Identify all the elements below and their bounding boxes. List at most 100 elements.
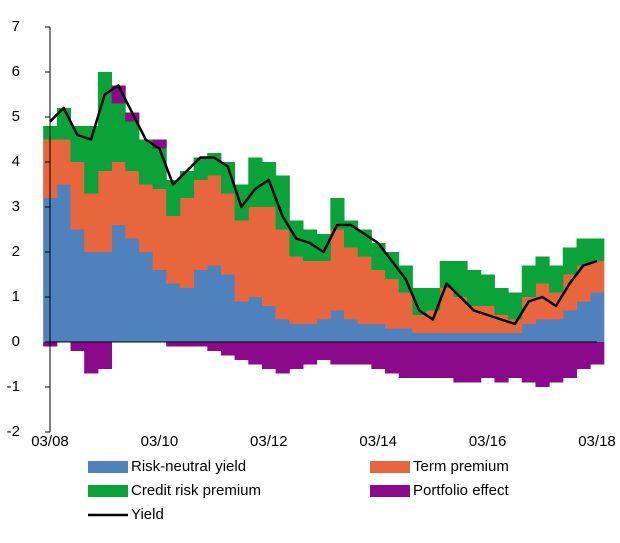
bar-segment (179, 198, 195, 288)
bar-segment (590, 261, 605, 293)
bar-segment (330, 310, 345, 342)
bar-segment (152, 139, 167, 149)
x-tick-label: 03/14 (359, 433, 397, 450)
legend-swatch (370, 461, 410, 473)
y-tick-label: -2 (7, 423, 20, 440)
bar-segment (84, 193, 99, 252)
bar-segment (111, 103, 126, 162)
bar-segment (426, 310, 441, 333)
legend-label: Risk-neutral yield (131, 458, 246, 475)
bar-segment (357, 256, 372, 324)
bar-segment (193, 270, 208, 342)
bar-segment (576, 265, 591, 302)
bar-segment (316, 342, 331, 360)
bar-segment (576, 342, 591, 369)
bar-segment (439, 333, 454, 342)
bar-segment (535, 283, 550, 320)
bar-segment (56, 184, 72, 342)
bar-segment (439, 342, 454, 378)
bar-segment (344, 319, 359, 342)
bar-segment (97, 252, 113, 342)
bar-segment (275, 319, 290, 342)
bar-segment (467, 342, 482, 383)
bar-segment (562, 274, 577, 311)
bar-segment (385, 342, 400, 374)
bar-segment (330, 342, 345, 365)
bar-segment (248, 297, 263, 342)
bar-segment (289, 256, 304, 324)
bar-segment (357, 324, 372, 342)
bar-segment (234, 220, 249, 302)
y-tick-label: 0 (12, 333, 20, 350)
y-tick-label: 6 (12, 63, 20, 80)
bar-segment (412, 315, 427, 333)
bar-segment (494, 288, 509, 315)
bar-segment (480, 306, 495, 333)
bar-segment (261, 162, 277, 207)
bar-segment (426, 342, 441, 378)
legend-label: Term premium (413, 458, 509, 475)
y-tick-label: 3 (12, 198, 20, 215)
bar-segment (590, 342, 605, 365)
bar-segment (220, 193, 236, 275)
bar-segment (248, 207, 263, 297)
x-tick-label: 03/16 (469, 433, 507, 450)
bar-segment (521, 297, 536, 324)
bar-segment (316, 319, 331, 342)
y-tick-label: 7 (12, 18, 20, 35)
bar-segment (398, 328, 413, 342)
bar-segment (330, 229, 345, 311)
bar-segment (385, 279, 400, 329)
bar-segment (207, 342, 222, 351)
bar-segment (508, 333, 523, 342)
bar-segment (494, 342, 509, 383)
bar-segment (166, 283, 181, 342)
bar-segment (248, 342, 263, 365)
bar-segment (590, 292, 605, 342)
bar-segment (125, 238, 140, 342)
bar-segment (371, 342, 386, 369)
bar-segment (330, 198, 345, 230)
bar-segment (508, 292, 523, 320)
bar-segment (453, 342, 468, 383)
bar-segment (535, 256, 550, 284)
bar-segment (84, 126, 99, 194)
bar-segment (179, 171, 195, 198)
bar-segment (248, 157, 263, 207)
bar-segment (302, 261, 318, 324)
bar-segment (549, 319, 564, 342)
bar-segment (521, 342, 536, 383)
bar-segment (70, 342, 85, 351)
bar-segment (521, 265, 536, 297)
bar-segment (207, 175, 222, 266)
bar-segment (316, 261, 331, 320)
bar-segment (412, 333, 427, 342)
bar-segment (220, 342, 236, 356)
bar-segment (480, 342, 495, 378)
bar-segment (398, 292, 413, 329)
bar-segment (261, 207, 277, 306)
y-tick-label: 4 (12, 153, 20, 170)
bar-segment (111, 225, 126, 342)
x-tick-label: 03/10 (141, 433, 179, 450)
bar-segment (261, 342, 277, 369)
bar-segment (111, 162, 126, 225)
bar-segment (275, 175, 290, 230)
bar-segment (357, 342, 372, 365)
bar-segment (84, 342, 99, 374)
x-tick-label: 03/12 (250, 433, 288, 450)
bar-segment (453, 333, 468, 342)
bar-segment (549, 265, 564, 293)
bar-segment (56, 139, 72, 185)
bar-segment (576, 301, 591, 342)
bar-segment (125, 121, 140, 171)
legend-swatch (88, 485, 128, 497)
bar-segment (220, 274, 236, 342)
bar-segment (371, 270, 386, 324)
bar-segment (138, 139, 154, 185)
bar-segment (426, 333, 441, 342)
bar-segment (371, 324, 386, 342)
bar-segment (508, 342, 523, 378)
bar-segment (521, 324, 536, 342)
